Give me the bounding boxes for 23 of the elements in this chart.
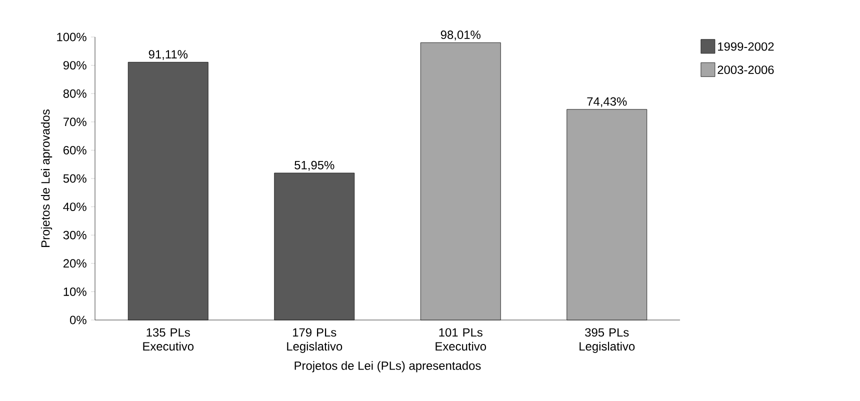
x-tick-label: 179 PLs Legislativo: [287, 328, 342, 353]
x-tick-label: 395 PLs Legislativo: [580, 328, 635, 353]
x-tick-label: 101 PLs Executivo: [436, 328, 486, 351]
y-tick-label: 100%: [57, 32, 86, 42]
y-tick-label: 20%: [63, 259, 86, 268]
y-tick-label: 70%: [63, 118, 86, 126]
y-tick-label: 50%: [63, 174, 86, 183]
legend-label: 2003-2006: [718, 66, 774, 74]
data-label: 98,01%: [440, 30, 480, 40]
x-axis-title: Projetos de Lei (PLs) apresentados: [294, 361, 481, 372]
y-tick-label: 30%: [63, 230, 86, 240]
legend-label: 1999-2002: [718, 42, 774, 51]
data-label: 91,11%: [148, 50, 188, 60]
y-tick-label: 40%: [63, 202, 86, 212]
y-tick-label: 0%: [70, 316, 86, 324]
x-tick-label: 135 PLs Executivo: [143, 328, 194, 351]
data-label: 51,95%: [294, 160, 334, 171]
data-label: 74,43%: [587, 97, 627, 108]
y-axis-title: Projetos de Lei aprovados: [40, 110, 52, 247]
y-tick-label: 80%: [63, 89, 86, 98]
y-tick-label: 90%: [63, 61, 86, 70]
y-tick-label: 60%: [63, 146, 86, 154]
y-tick-label: 10%: [64, 287, 86, 296]
